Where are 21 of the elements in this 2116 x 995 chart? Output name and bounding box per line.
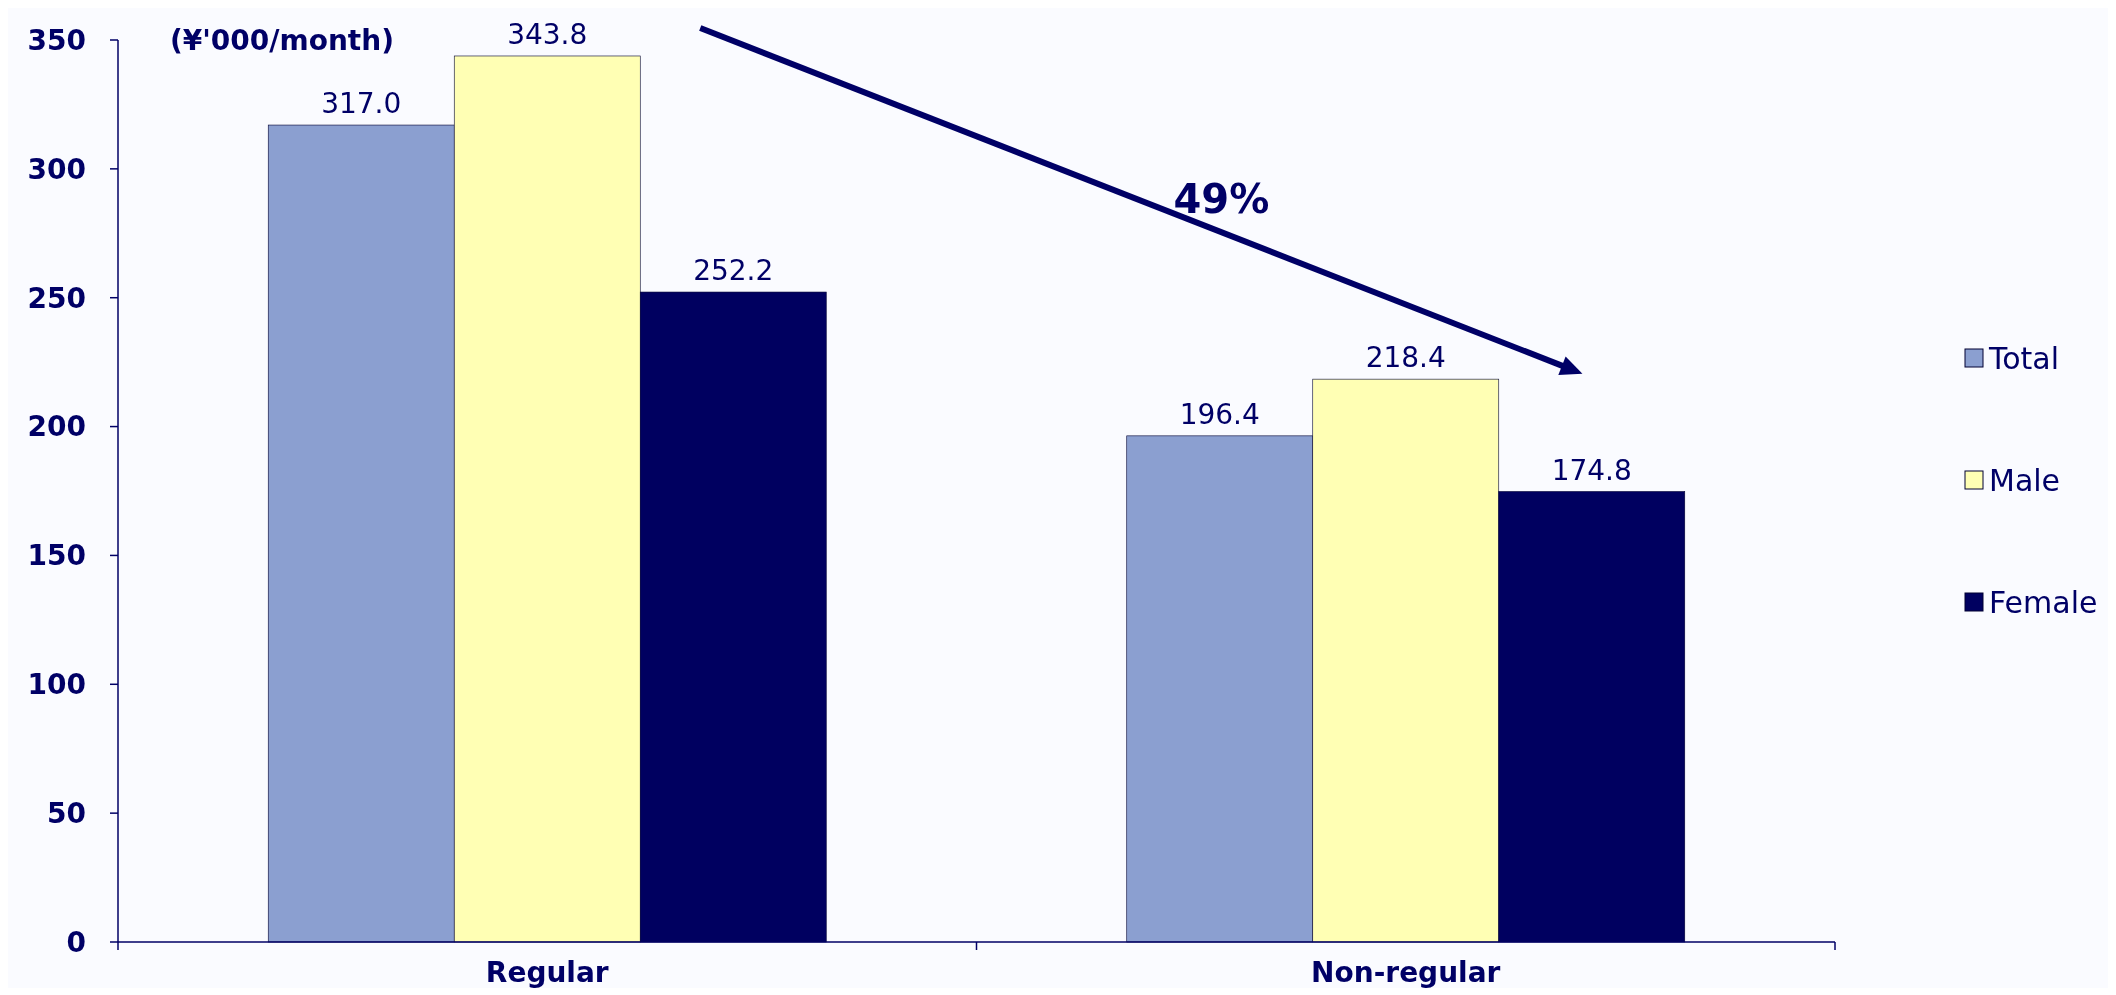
y-tick-label: 300: [27, 152, 86, 186]
y-tick-label: 200: [27, 410, 86, 444]
data-label: 252.2: [693, 254, 774, 288]
y-tick-label: 50: [47, 796, 86, 830]
y-tick-label: 150: [27, 539, 86, 573]
y-tick-label: 100: [27, 668, 86, 702]
x-tick-label: Non-regular: [1311, 956, 1501, 989]
data-label: 218.4: [1365, 341, 1446, 375]
data-label: 196.4: [1179, 397, 1260, 431]
legend-label: Male: [1989, 462, 2061, 498]
y-tick-label: 350: [27, 23, 86, 57]
y-tick-label: 250: [27, 281, 86, 315]
data-label: 174.8: [1551, 453, 1632, 487]
legend-label: Total: [1988, 340, 2060, 376]
y-axis-title: (¥'000/month): [170, 24, 394, 57]
annotation: 49%: [1173, 176, 1270, 222]
data-label: 317.0: [321, 87, 402, 121]
x-tick-label: Regular: [485, 956, 609, 989]
legend-label: Female: [1989, 584, 2098, 620]
y-tick-label: 0: [66, 925, 86, 959]
data-label: 343.8: [507, 17, 588, 51]
